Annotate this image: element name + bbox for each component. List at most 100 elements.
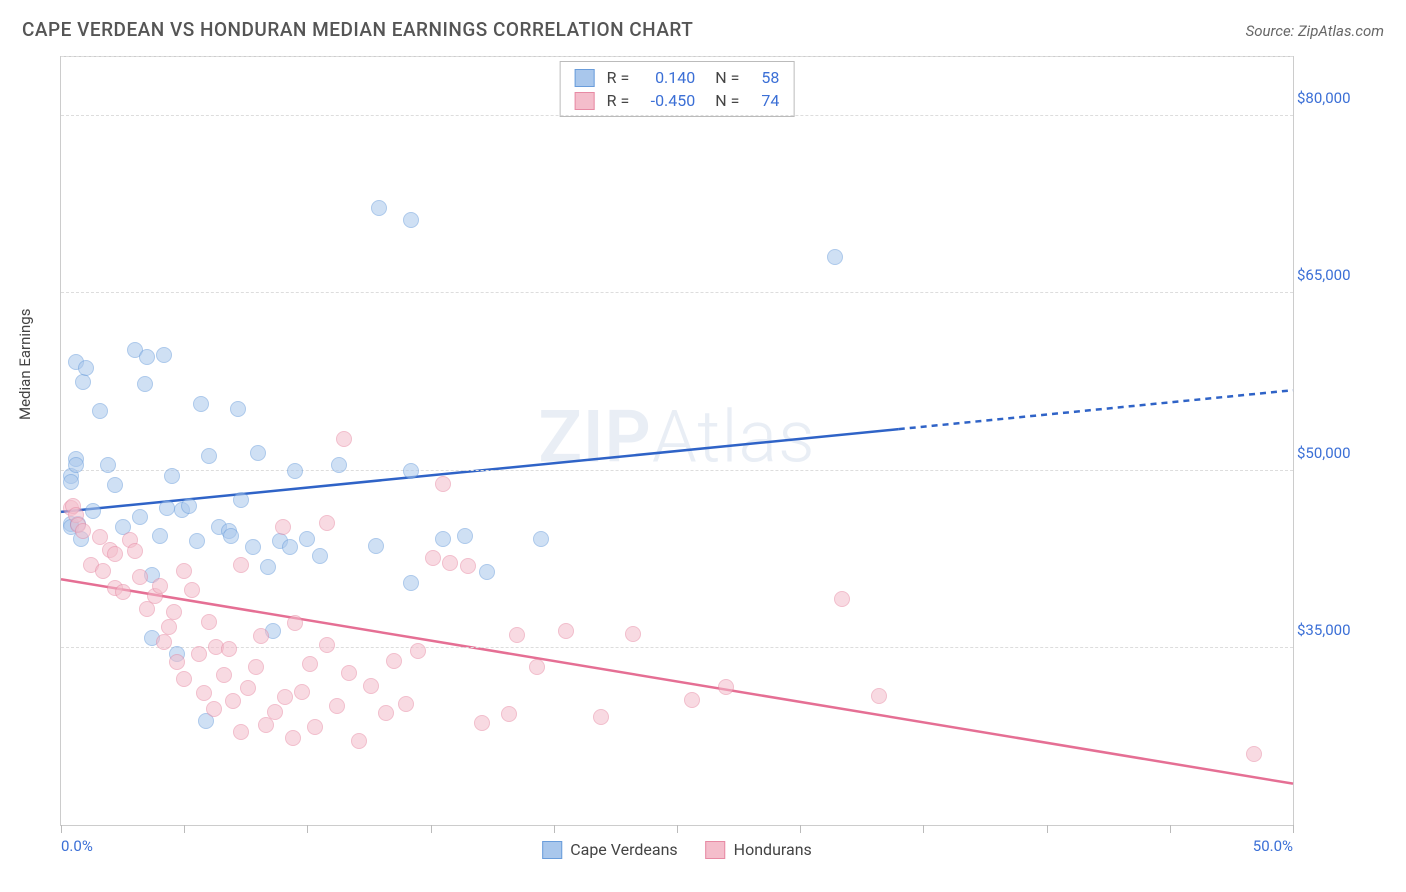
x-tick [184, 825, 185, 833]
legend-item: Cape Verdeans [542, 840, 677, 859]
scatter-point [378, 705, 394, 721]
scatter-point [193, 396, 209, 412]
scatter-point [460, 558, 476, 574]
scatter-point [371, 200, 387, 216]
scatter-point [230, 401, 246, 417]
x-tick [1047, 825, 1048, 833]
x-tick [800, 825, 801, 833]
legend-item: Hondurans [706, 840, 812, 859]
scatter-point [191, 646, 207, 662]
scatter-point [159, 500, 175, 516]
scatter-point [164, 468, 180, 484]
scatter-point [107, 477, 123, 493]
y-tick-label: $65,000 [1297, 266, 1377, 284]
stat-r-label: R = [607, 91, 630, 110]
chart-title: CAPE VERDEAN VS HONDURAN MEDIAN EARNINGS… [22, 18, 693, 41]
scatter-point [253, 628, 269, 644]
scatter-point [63, 474, 79, 490]
scatter-point [95, 563, 111, 579]
scatter-point [827, 249, 843, 265]
scatter-point [625, 626, 641, 642]
scatter-point [260, 559, 276, 575]
scatter-point [221, 641, 237, 657]
grid-line [61, 647, 1293, 648]
stat-r-label: R = [607, 68, 630, 87]
scatter-point [78, 360, 94, 376]
y-tick-label: $35,000 [1297, 621, 1377, 639]
source-attribution: Source: ZipAtlas.com [1246, 22, 1384, 40]
watermark-bold: ZIP [538, 394, 651, 479]
x-tick [307, 825, 308, 833]
scatter-point [107, 546, 123, 562]
scatter-point [250, 445, 266, 461]
x-tick [1293, 825, 1294, 833]
scatter-point [287, 615, 303, 631]
scatter-point [139, 349, 155, 365]
x-tick [554, 825, 555, 833]
x-tick [61, 825, 62, 833]
scatter-point [403, 463, 419, 479]
stat-n-value: 74 [751, 91, 779, 110]
scatter-point [410, 643, 426, 659]
scatter-point [319, 515, 335, 531]
scatter-point [233, 724, 249, 740]
scatter-point [176, 671, 192, 687]
scatter-point [156, 634, 172, 650]
trend-line [899, 390, 1293, 429]
scatter-point [201, 448, 217, 464]
scatter-point [509, 627, 525, 643]
scatter-point [181, 498, 197, 514]
scatter-point [593, 709, 609, 725]
scatter-point [435, 476, 451, 492]
scatter-point [403, 212, 419, 228]
scatter-point [127, 543, 143, 559]
scatter-point [100, 457, 116, 473]
y-tick-label: $80,000 [1297, 89, 1377, 107]
scatter-point [225, 693, 241, 709]
stat-r-value: -0.450 [641, 91, 695, 110]
y-axis-label: Median Earnings [16, 309, 34, 420]
scatter-point [368, 538, 384, 554]
stats-box: R =0.140 N =58R =-0.450 N =74 [560, 61, 795, 117]
scatter-point [331, 457, 347, 473]
stats-row: R = -0.450 N = 74 [575, 89, 780, 112]
x-tick [1170, 825, 1171, 833]
scatter-point [206, 701, 222, 717]
scatter-point [529, 659, 545, 675]
scatter-point [299, 531, 315, 547]
plot-area: ZIPAtlas R =0.140 N =58R =-0.450 N =74 C… [60, 56, 1294, 826]
scatter-point [307, 719, 323, 735]
scatter-point [287, 463, 303, 479]
scatter-point [169, 654, 185, 670]
x-tick-label: 50.0% [1253, 837, 1293, 855]
scatter-point [216, 667, 232, 683]
scatter-point [152, 578, 168, 594]
scatter-point [156, 347, 172, 363]
scatter-point [442, 555, 458, 571]
scatter-point [386, 653, 402, 669]
stats-row: R =0.140 N =58 [575, 66, 780, 89]
stat-n-label: N = [707, 91, 739, 110]
scatter-point [336, 431, 352, 447]
scatter-point [166, 604, 182, 620]
scatter-point [319, 637, 335, 653]
scatter-point [363, 678, 379, 694]
scatter-point [558, 623, 574, 639]
legend-swatch [575, 69, 595, 87]
scatter-point [132, 569, 148, 585]
scatter-point [474, 715, 490, 731]
trend-lines-layer [61, 57, 1293, 825]
scatter-point [115, 584, 131, 600]
scatter-point [302, 656, 318, 672]
scatter-point [312, 548, 328, 564]
source-prefix: Source: [1246, 22, 1298, 40]
scatter-point [132, 509, 148, 525]
scatter-point [285, 730, 301, 746]
scatter-point [92, 403, 108, 419]
scatter-point [479, 564, 495, 580]
scatter-point [457, 528, 473, 544]
scatter-point [425, 550, 441, 566]
scatter-point [267, 704, 283, 720]
chart-container: Median Earnings ZIPAtlas R =0.140 N =58R… [22, 52, 1384, 868]
watermark-thin: Atlas [652, 394, 816, 479]
